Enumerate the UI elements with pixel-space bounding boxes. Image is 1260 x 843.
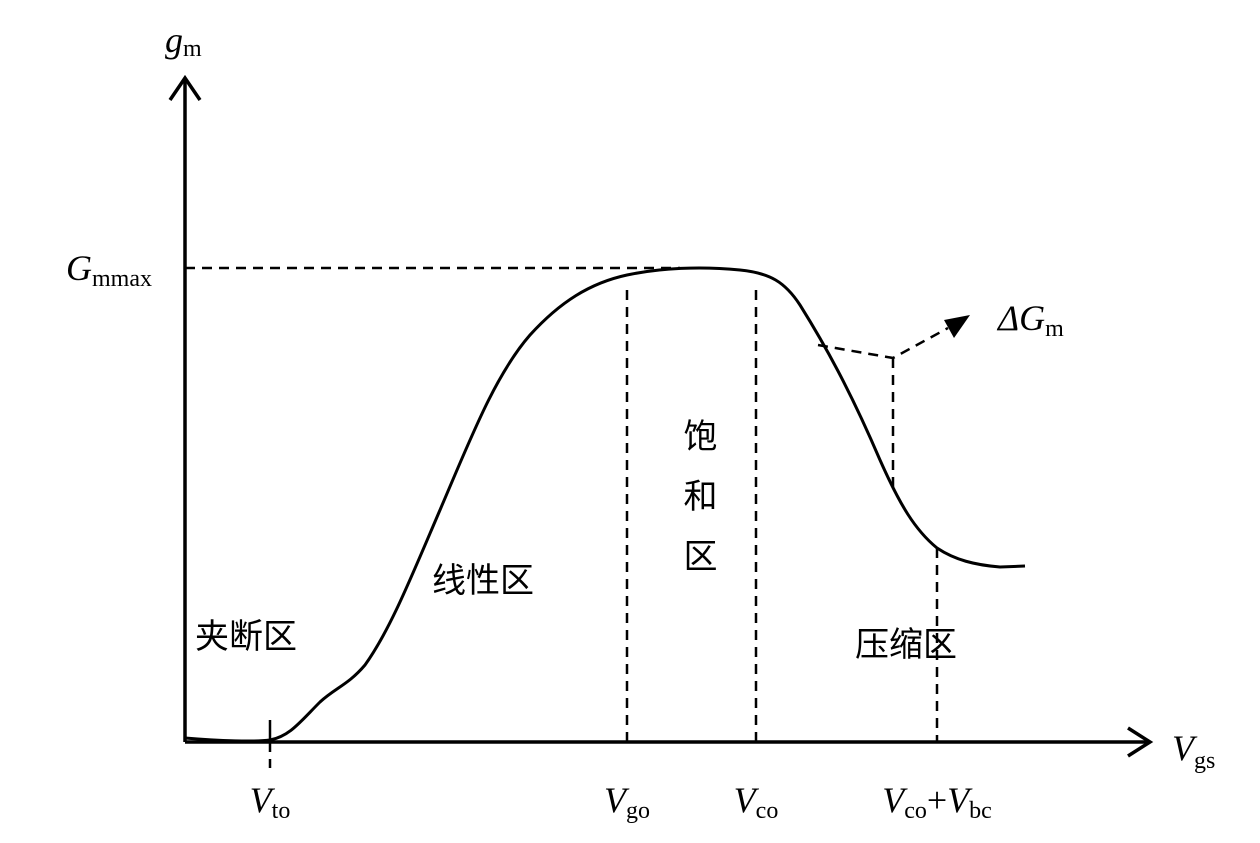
operator: + [927,780,947,820]
x-arrow [1127,726,1154,758]
subscript: co [756,798,779,824]
y-arrow [168,74,202,101]
symbol: V [604,780,630,820]
y-axis-label: gm [165,20,202,62]
symbol: V [250,780,276,820]
symbol: V [947,780,973,820]
symbol: G [66,248,92,288]
subscript: to [272,798,291,824]
x-mark-label: Vco [734,780,779,824]
delta-arrowhead [944,315,970,338]
subscript: gs [1194,748,1215,774]
subscript: co [904,798,927,824]
max-label: Gmmax [66,248,152,292]
region-label: 压缩区 [855,625,957,665]
subscript: m [183,36,202,62]
region-label: 线性区 [432,561,534,601]
x-mark-label: Vgo [604,780,650,824]
region-label: 夹断区 [195,617,297,657]
delta-label: ΔGm [996,298,1064,342]
symbol: g [165,20,183,60]
delta-pointer [817,326,949,360]
gm-curve [184,266,1026,743]
symbol: V [734,780,760,820]
x-mark-label: Vto [250,780,291,824]
x-axis-label: Vgs [1172,728,1215,774]
subscript: bc [969,798,992,824]
subscript: go [626,798,650,824]
x-mark-label: Vco+Vbc [882,780,992,824]
symbol: V [1172,728,1198,768]
symbol: ΔG [996,298,1045,338]
subscript: m [1045,316,1064,342]
subscript: mmax [92,266,152,292]
symbol: V [882,780,908,820]
region-label: 饱和区 [677,418,717,598]
